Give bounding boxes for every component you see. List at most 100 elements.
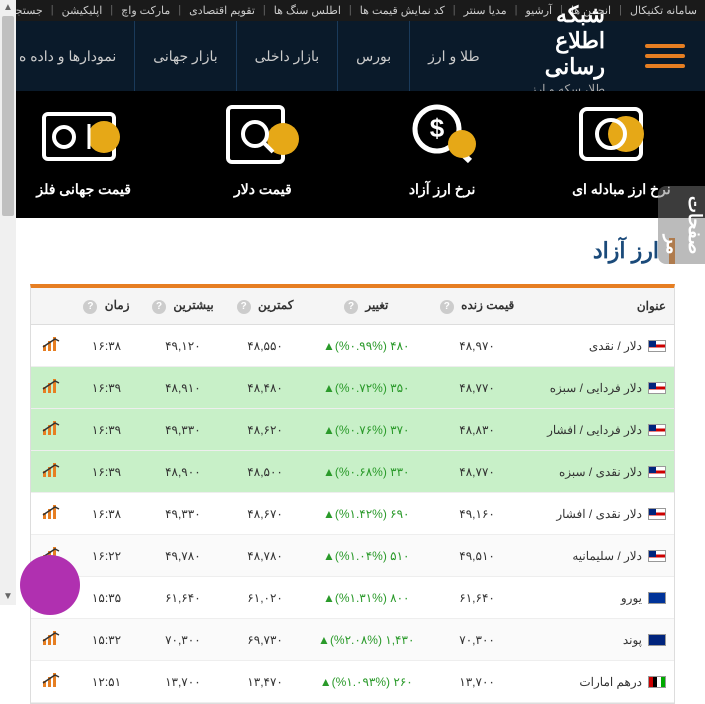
column-header: کمترین ? (225, 288, 304, 325)
live-price: ۴۹,۵۱۰ (428, 535, 527, 577)
live-price: ۷۰,۳۰۰ (428, 619, 527, 661)
nav-item[interactable]: طلا و ارز (409, 21, 497, 91)
scroll-up-arrow[interactable]: ▲ (0, 0, 16, 16)
low-price: ۴۸,۵۰۰ (225, 451, 304, 493)
currency-name: پوند (527, 619, 674, 661)
quick-tile[interactable]: قیمت جهانی فلز (0, 91, 167, 198)
chart-icon[interactable] (41, 503, 63, 521)
live-price: ۴۹,۱۶۰ (428, 493, 527, 535)
flag-icon (648, 382, 666, 394)
change-cell: ▲(%۰.۷۶%) ۳۷۰ (305, 409, 428, 451)
column-header: بیشترین ? (140, 288, 225, 325)
chart-link[interactable] (31, 451, 73, 493)
help-icon[interactable]: ? (237, 300, 251, 314)
column-header (31, 288, 73, 325)
change-cell: ▲(%۰.۷۲%) ۳۵۰ (305, 367, 428, 409)
rates-table: عنوانقیمت زنده ?تغییر ?کمترین ?بیشترین ?… (31, 288, 674, 703)
chart-icon[interactable] (41, 629, 63, 647)
help-icon[interactable]: ? (83, 300, 97, 314)
flag-icon (648, 466, 666, 478)
low-price: ۴۸,۴۸۰ (225, 367, 304, 409)
chart-link[interactable] (31, 661, 73, 703)
table-row: دلار / سلیمانیه۴۹,۵۱۰▲(%۱.۰۴%) ۵۱۰۴۸,۷۸۰… (31, 535, 674, 577)
top-link[interactable]: مارکت واچ (121, 4, 170, 17)
time-cell: ۱۵:۳۵ (73, 577, 141, 619)
chart-icon[interactable] (41, 461, 63, 479)
top-link[interactable]: تقویم اقتصادی (189, 4, 255, 17)
low-price: ۱۳,۴۷۰ (225, 661, 304, 703)
live-price: ۴۸,۷۷۰ (428, 367, 527, 409)
top-link[interactable]: کد نمایش قیمت ها (360, 4, 445, 17)
top-link[interactable]: اطلس سنگ ها (274, 4, 341, 17)
vertical-scrollbar[interactable]: ▲ ▼ (0, 0, 16, 605)
top-link[interactable]: اپلیکیشن (62, 4, 103, 17)
currency-name: درهم امارات (527, 661, 674, 703)
side-pages-label[interactable]: صفحات مر (658, 186, 705, 264)
flag-icon (648, 508, 666, 520)
table-row: دلار / نقدی۴۸,۹۷۰▲(%۰.۹۹%) ۴۸۰۴۸,۵۵۰۴۹,۱… (31, 325, 674, 367)
time-cell: ۱۲:۵۱ (73, 661, 141, 703)
currency-name: دلار نقدی / افشار (527, 493, 674, 535)
change-cell: ▲(%۲.۰۸%) ۱,۴۳۰ (305, 619, 428, 661)
help-icon[interactable]: ? (344, 300, 358, 314)
live-price: ۶۱,۶۴۰ (428, 577, 527, 619)
chart-link[interactable] (31, 619, 73, 661)
change-cell: ▲(%۱.۴۲%) ۶۹۰ (305, 493, 428, 535)
quick-tile[interactable]: نرخ ارز مبادله ای (538, 91, 705, 198)
chart-icon[interactable] (41, 377, 63, 395)
live-price: ۱۳,۷۰۰ (428, 661, 527, 703)
time-cell: ۱۶:۲۲ (73, 535, 141, 577)
rates-table-wrap: عنوانقیمت زنده ?تغییر ?کمترین ?بیشترین ?… (30, 284, 675, 704)
nav-item[interactable]: بورس (337, 21, 409, 91)
chart-link[interactable] (31, 409, 73, 451)
high-price: ۴۹,۳۳۰ (140, 409, 225, 451)
section-title: ارز آزاد (30, 238, 675, 264)
high-price: ۴۸,۹۰۰ (140, 451, 225, 493)
tile-label: قیمت جهانی فلز (0, 181, 167, 198)
svg-text:$: $ (430, 113, 445, 143)
nav-item[interactable]: بازار جهانی (134, 21, 235, 91)
high-price: ۶۱,۶۴۰ (140, 577, 225, 619)
quick-tile[interactable]: قیمت دلار (179, 91, 346, 198)
scroll-down-arrow[interactable]: ▼ (0, 589, 16, 605)
table-row: پوند۷۰,۳۰۰▲(%۲.۰۸%) ۱,۴۳۰۶۹,۷۳۰۷۰,۳۰۰۱۵:… (31, 619, 674, 661)
tile-icon (213, 99, 313, 169)
tile-label: نرخ ارز آزاد (359, 181, 526, 198)
table-row: دلار نقدی / سبزه۴۸,۷۷۰▲(%۰.۶۸%) ۳۳۰۴۸,۵۰… (31, 451, 674, 493)
currency-name: دلار نقدی / سبزه (527, 451, 674, 493)
currency-name: دلار فردایی / سبزه (527, 367, 674, 409)
help-icon[interactable]: ? (152, 300, 166, 314)
currency-name: دلار / نقدی (527, 325, 674, 367)
chart-icon[interactable] (41, 419, 63, 437)
time-cell: ۱۶:۳۹ (73, 409, 141, 451)
time-cell: ۱۶:۳۹ (73, 367, 141, 409)
chart-link[interactable] (31, 325, 73, 367)
hamburger-menu-icon[interactable] (645, 36, 685, 76)
change-cell: ▲(%۱.۳۱%) ۸۰۰ (305, 577, 428, 619)
high-price: ۴۸,۹۱۰ (140, 367, 225, 409)
chart-link[interactable] (31, 367, 73, 409)
low-price: ۶۹,۷۳۰ (225, 619, 304, 661)
chart-icon[interactable] (41, 335, 63, 353)
low-price: ۴۸,۷۸۰ (225, 535, 304, 577)
quick-tile[interactable]: $ نرخ ارز آزاد (359, 91, 526, 198)
live-price: ۴۸,۷۷۰ (428, 451, 527, 493)
nav-item[interactable]: بازار داخلی (236, 21, 338, 91)
flag-icon (648, 634, 666, 646)
top-link[interactable]: سامانه تکنیکال (630, 4, 697, 17)
scrollbar-thumb[interactable] (2, 16, 14, 216)
currency-name: دلار / سلیمانیه (527, 535, 674, 577)
chart-link[interactable] (31, 493, 73, 535)
table-row: یورو۶۱,۶۴۰▲(%۱.۳۱%) ۸۰۰۶۱,۰۲۰۶۱,۶۴۰۱۵:۳۵ (31, 577, 674, 619)
flag-icon (648, 676, 666, 688)
help-icon[interactable]: ? (440, 300, 454, 314)
tile-icon (34, 99, 134, 169)
flag-icon (648, 340, 666, 352)
change-cell: ▲(%۱.۰۹۳%) ۲۶۰ (305, 661, 428, 703)
nav-item[interactable]: نمودارها و داده ه (0, 21, 134, 91)
time-cell: ۱۶:۳۹ (73, 451, 141, 493)
high-price: ۷۰,۳۰۰ (140, 619, 225, 661)
column-header: قیمت زنده ? (428, 288, 527, 325)
low-price: ۴۸,۶۷۰ (225, 493, 304, 535)
chart-icon[interactable] (41, 671, 63, 689)
